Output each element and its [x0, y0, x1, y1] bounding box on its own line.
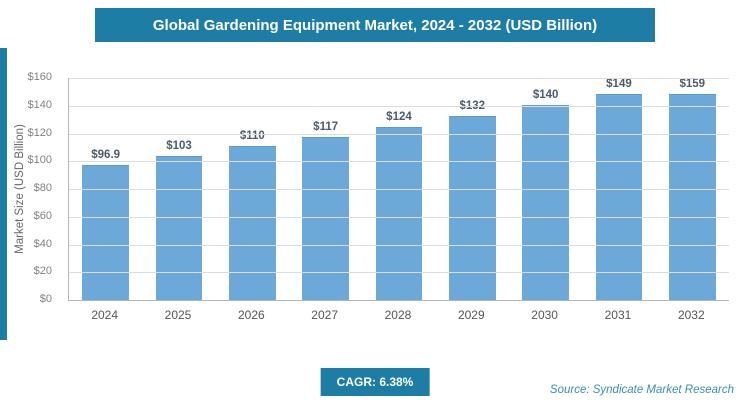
- bar: [668, 94, 716, 300]
- x-tick-label: 2028: [384, 308, 412, 322]
- bar-column: $159: [656, 78, 729, 300]
- x-tick-label: 2032: [677, 308, 705, 322]
- bar-column: $103: [142, 78, 215, 300]
- x-tick-label: 2027: [311, 308, 338, 322]
- bar: [155, 156, 203, 300]
- bar: [448, 115, 496, 300]
- x-tick-label: 2024: [91, 308, 119, 322]
- gridline: [69, 133, 729, 135]
- bar-column: $132: [436, 78, 509, 300]
- bar-column: $110: [216, 78, 289, 300]
- bar-value-label: $117: [313, 120, 339, 133]
- gridline: [69, 244, 729, 246]
- y-axis-ticks: $0 $20 $40 $60 $80 $100 $120 $140 $160: [0, 71, 60, 305]
- gridline: [69, 216, 729, 218]
- gridline: [69, 272, 729, 274]
- bar-column: $140: [509, 78, 582, 300]
- bar-value-label: $140: [532, 88, 559, 101]
- y-tick-label: $140: [27, 98, 52, 111]
- chart-title: Global Gardening Equipment Market, 2024 …: [152, 16, 598, 34]
- x-tick-label: 2025: [164, 308, 192, 322]
- bar-column: $124: [362, 78, 435, 300]
- x-tick-label: 2026: [237, 308, 265, 322]
- chart-title-bar: Global Gardening Equipment Market, 2024 …: [95, 8, 655, 42]
- bar: [595, 94, 643, 300]
- y-tick-label: $80: [33, 182, 52, 194]
- gridline: [69, 189, 729, 190]
- bars-container: $96.9 $103 $110 $117 $124 $132 $140 $149 $159: [69, 78, 729, 300]
- cagr-badge: CAGR: 6.38%: [320, 368, 430, 396]
- plot-area: $96.9 $103 $110 $117 $124 $132 $140 $149 $159: [68, 78, 729, 301]
- y-tick-label: $120: [27, 126, 52, 139]
- bar: [82, 164, 130, 300]
- y-tick-label: $60: [33, 209, 52, 222]
- gridline: [69, 161, 729, 163]
- left-accent-stripe: [0, 48, 7, 340]
- gridline: [69, 78, 729, 79]
- bar: [375, 126, 423, 300]
- bar-value-label: $103: [166, 140, 192, 153]
- bar-column: $149: [582, 78, 655, 300]
- source-attribution: Source: Syndicate Market Research: [549, 384, 734, 396]
- y-tick-label: $0: [39, 293, 52, 305]
- x-axis-labels: 2024 2025 2026 2027 2028 2029 2030 2031 2032: [68, 308, 728, 322]
- bar-value-label: $110: [239, 130, 265, 143]
- bar-value-label: $159: [679, 78, 706, 90]
- bar-value-label: $124: [386, 110, 412, 123]
- x-tick-label: 2030: [531, 308, 558, 322]
- y-tick-label: $160: [27, 71, 52, 83]
- bar-chart: Market Size (USD Billion) $0 $20 $40 $60 $80…: [0, 60, 750, 330]
- y-tick-label: $40: [33, 237, 52, 250]
- bar: [522, 104, 570, 300]
- gridline: [69, 105, 729, 107]
- bar: [228, 146, 276, 300]
- x-tick-label: 2031: [604, 308, 632, 322]
- bar-value-label: $149: [606, 78, 632, 90]
- bar-value-label: $96.9: [91, 148, 121, 161]
- x-tick-label: 2029: [457, 308, 485, 322]
- y-tick-label: $100: [27, 154, 52, 167]
- bar-column: $96.9: [69, 78, 142, 300]
- y-tick-label: $20: [33, 265, 52, 278]
